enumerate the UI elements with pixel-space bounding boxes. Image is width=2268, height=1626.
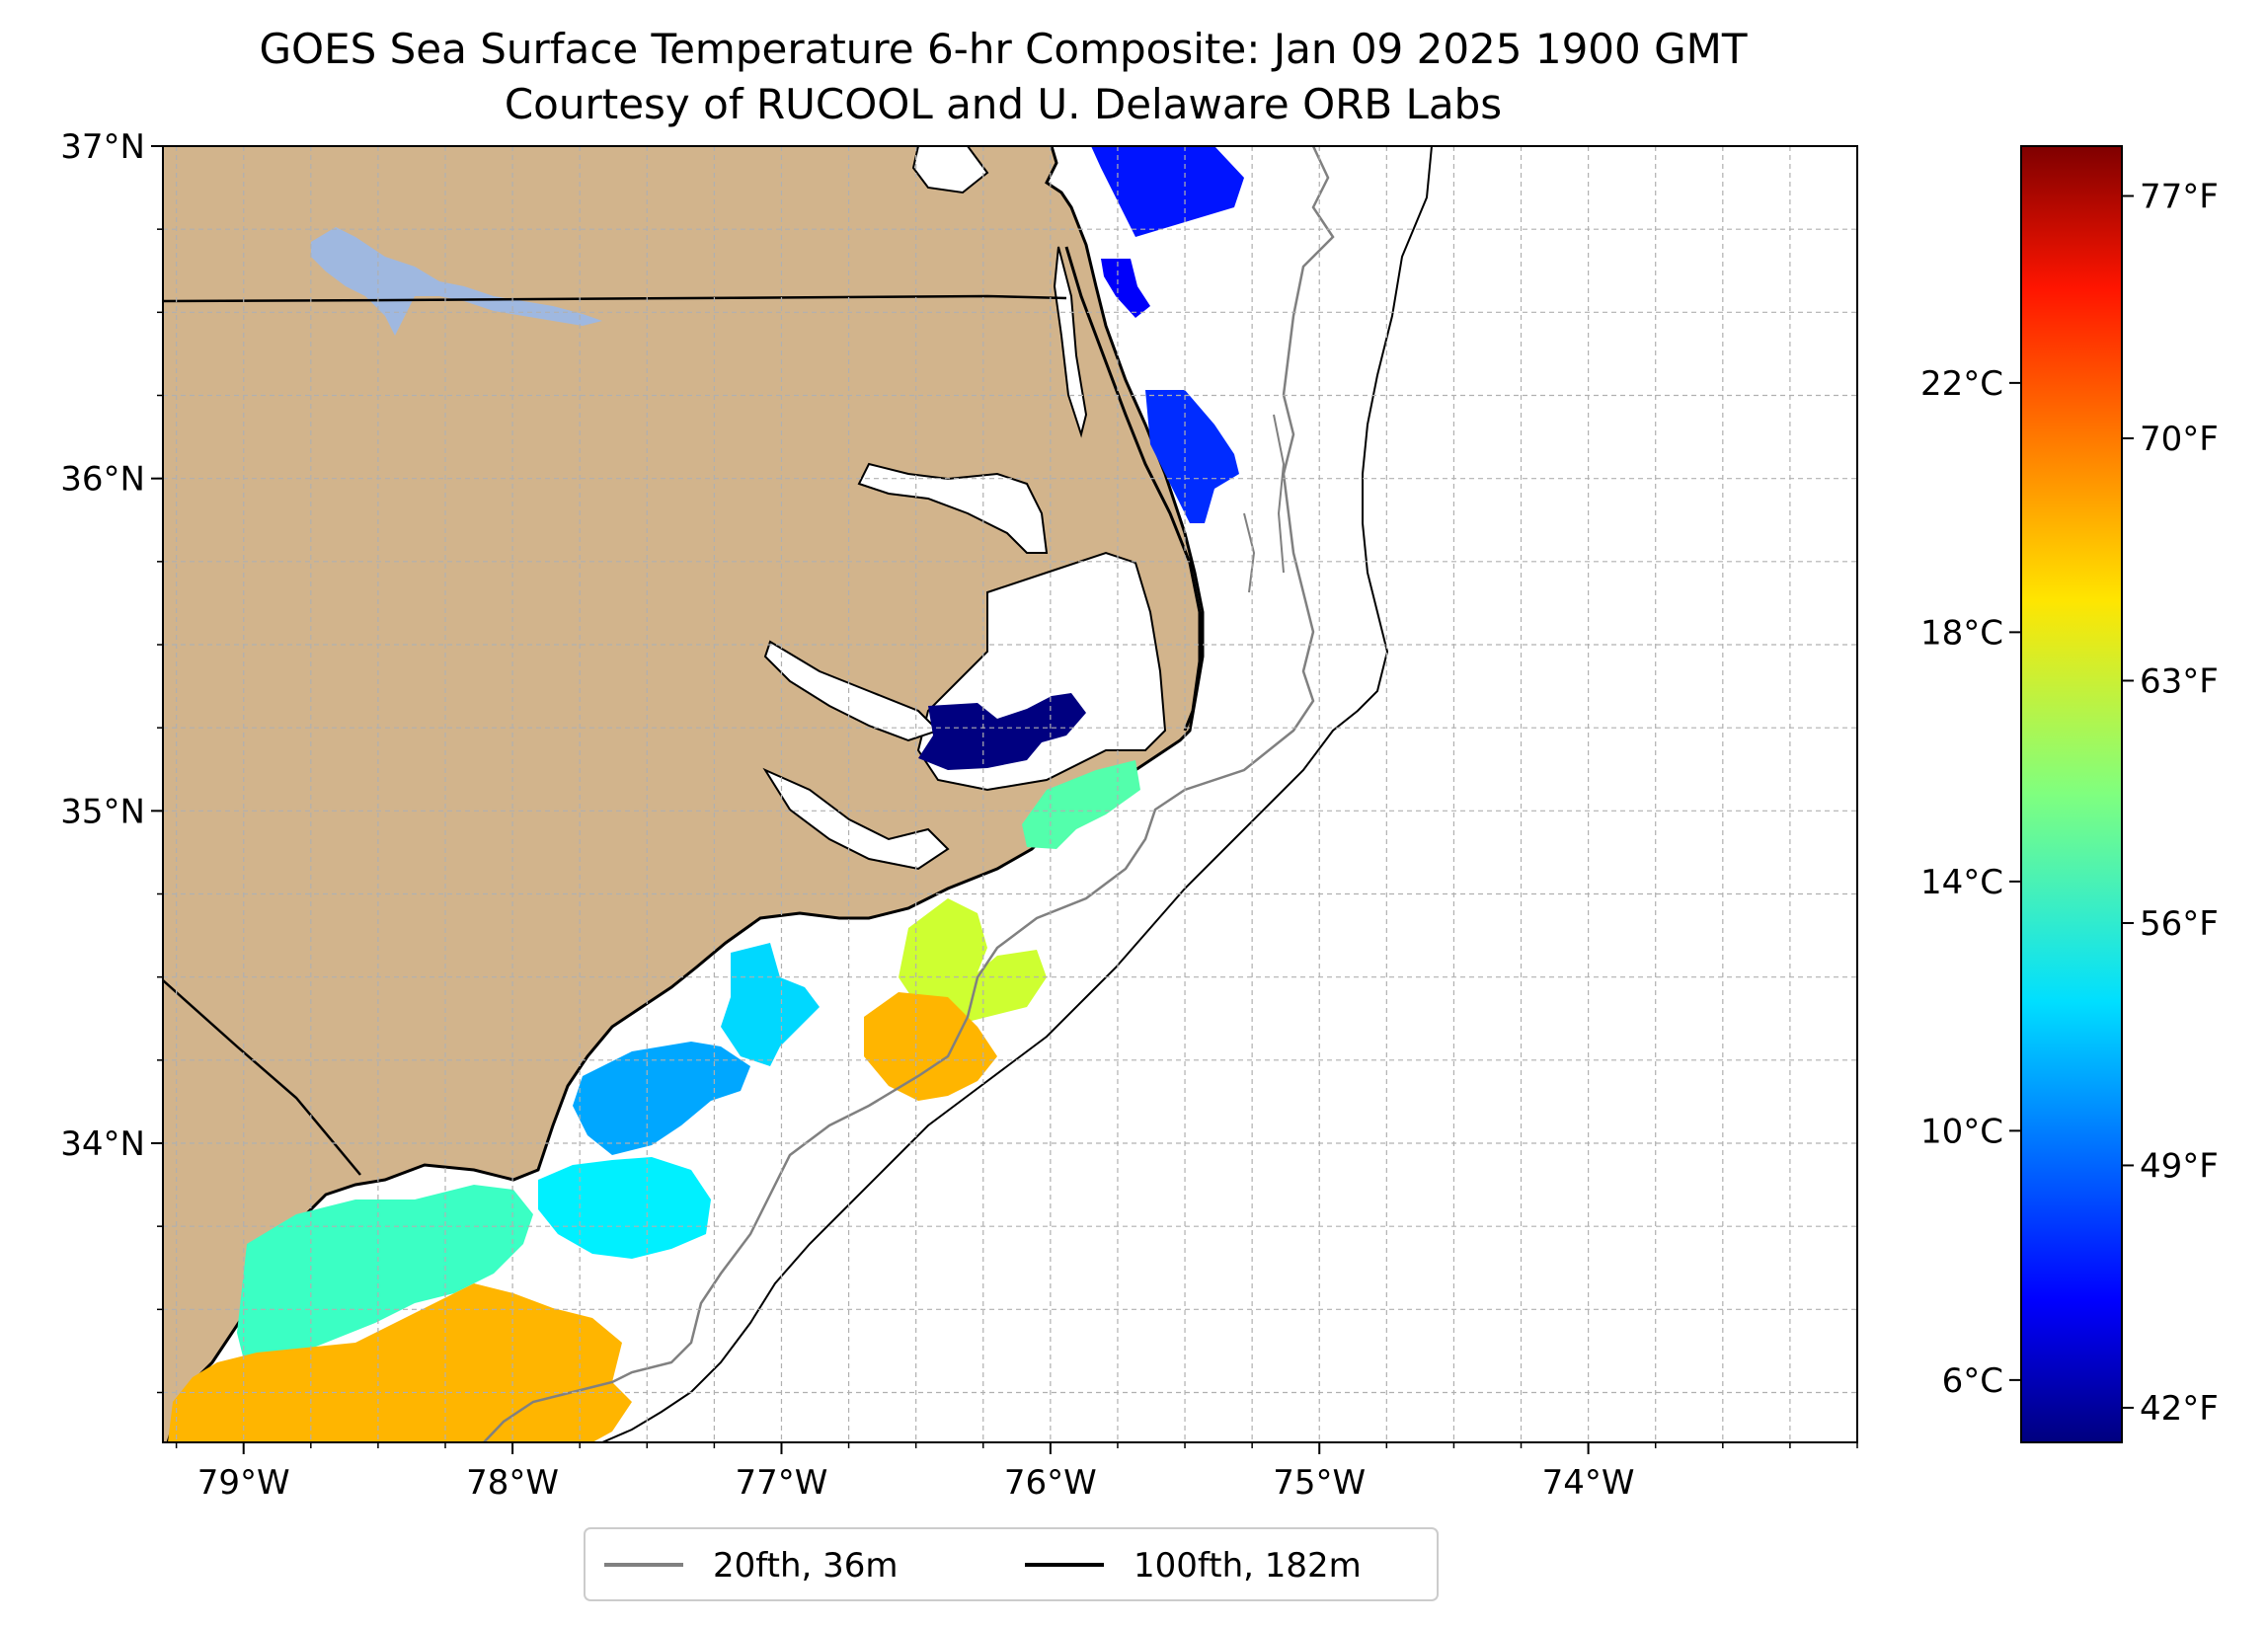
map-area (163, 146, 1857, 1442)
sst-patch-onslow-bay-middle (573, 1042, 750, 1155)
longitude-axis: 79°W 78°W 77°W 76°W 75°W 74°W (175, 1442, 1858, 1503)
map-subtitle: Courtesy of RUCOOL and U. Delaware ORB L… (505, 80, 1502, 128)
colorbar-celsius-label: 18°C (1920, 613, 2003, 653)
map-frame (162, 145, 1858, 1443)
sst-patch-cape-lookout-south (864, 992, 997, 1101)
isobath-20fth-shoals (1243, 414, 1286, 593)
colorbar: 6°C 10°C 14°C 18°C 22°C 42°F 49°F 56°F 63°F 70°F… (1920, 145, 2219, 1443)
sst-patch-cape-fear-south (168, 1283, 632, 1442)
lat-tick-label: 35°N (60, 792, 145, 831)
nc-sc-border (163, 979, 361, 1176)
colorbar-gradient (2021, 146, 2122, 1442)
colorbar-celsius-label: 6°C (1942, 1361, 2003, 1401)
sst-patch-outer-banks-north (1145, 390, 1239, 523)
colorbar-frame (2020, 145, 2123, 1443)
colorbar-fahrenheit-ticks: 42°F 49°F 56°F 63°F 70°F 77°F (2122, 178, 2219, 1429)
land-mass (163, 146, 1203, 1442)
colorbar-fahrenheit-label: 63°F (2140, 661, 2219, 701)
lon-tick-label: 77°W (736, 1463, 828, 1503)
sst-patch-onslow-bay-north (721, 943, 820, 1066)
isobath-100fth (601, 146, 1433, 1442)
lat-tick-label: 36°N (60, 460, 145, 500)
sst-patch-pamlico-sound (918, 693, 1086, 770)
lon-tick-label: 75°W (1273, 1463, 1366, 1503)
colorbar-celsius-label: 14°C (1920, 863, 2003, 902)
sst-patch-cape-fear-north (538, 1157, 711, 1259)
sst-patch-va-small (1101, 259, 1150, 318)
colorbar-fahrenheit-label: 42°F (2140, 1389, 2219, 1429)
sst-patch-va-offshore-north (1091, 146, 1244, 237)
sst-patch-hatteras-inlet (1022, 760, 1140, 849)
neuse-river (762, 767, 950, 871)
colorbar-fahrenheit-label: 70°F (2140, 420, 2219, 459)
lake-gaston (311, 227, 602, 336)
legend-label-100fth: 100fth, 182m (1134, 1546, 1362, 1586)
sst-patches (168, 146, 1244, 1442)
colorbar-fahrenheit-label: 77°F (2140, 178, 2219, 217)
legend-label-20fth: 20fth, 36m (713, 1546, 899, 1586)
latitude-axis: 34°N 35°N 36°N 37°N (60, 127, 163, 1394)
lat-tick-label: 34°N (60, 1124, 145, 1164)
gridlines (163, 146, 1857, 1442)
isobath-20fth (483, 146, 1335, 1442)
lon-tick-label: 79°W (197, 1463, 290, 1503)
sst-patch-onslow-bay-east (899, 898, 1047, 1027)
chesapeake-bay (911, 146, 989, 194)
nc-va-border (163, 294, 1067, 303)
lat-tick-label: 37°N (60, 127, 145, 167)
colorbar-celsius-label: 22°C (1920, 364, 2003, 404)
outer-banks (1064, 246, 1202, 732)
colorbar-fahrenheit-label: 56°F (2140, 904, 2219, 944)
lon-tick-label: 78°W (466, 1463, 559, 1503)
colorbar-fahrenheit-label: 49°F (2140, 1146, 2219, 1186)
legend-box (584, 1527, 1439, 1601)
currituck-sound (1053, 246, 1088, 438)
coastline (166, 146, 1205, 1442)
map-title: GOES Sea Surface Temperature 6-hr Compos… (259, 25, 1747, 73)
lon-tick-label: 76°W (1004, 1463, 1097, 1503)
colorbar-celsius-label: 10°C (1920, 1112, 2003, 1151)
legend: 20fth, 36m 100fth, 182m (584, 1527, 1439, 1601)
colorbar-celsius-ticks: 6°C 10°C 14°C 18°C 22°C (1920, 364, 2021, 1401)
lon-tick-label: 74°W (1542, 1463, 1635, 1503)
